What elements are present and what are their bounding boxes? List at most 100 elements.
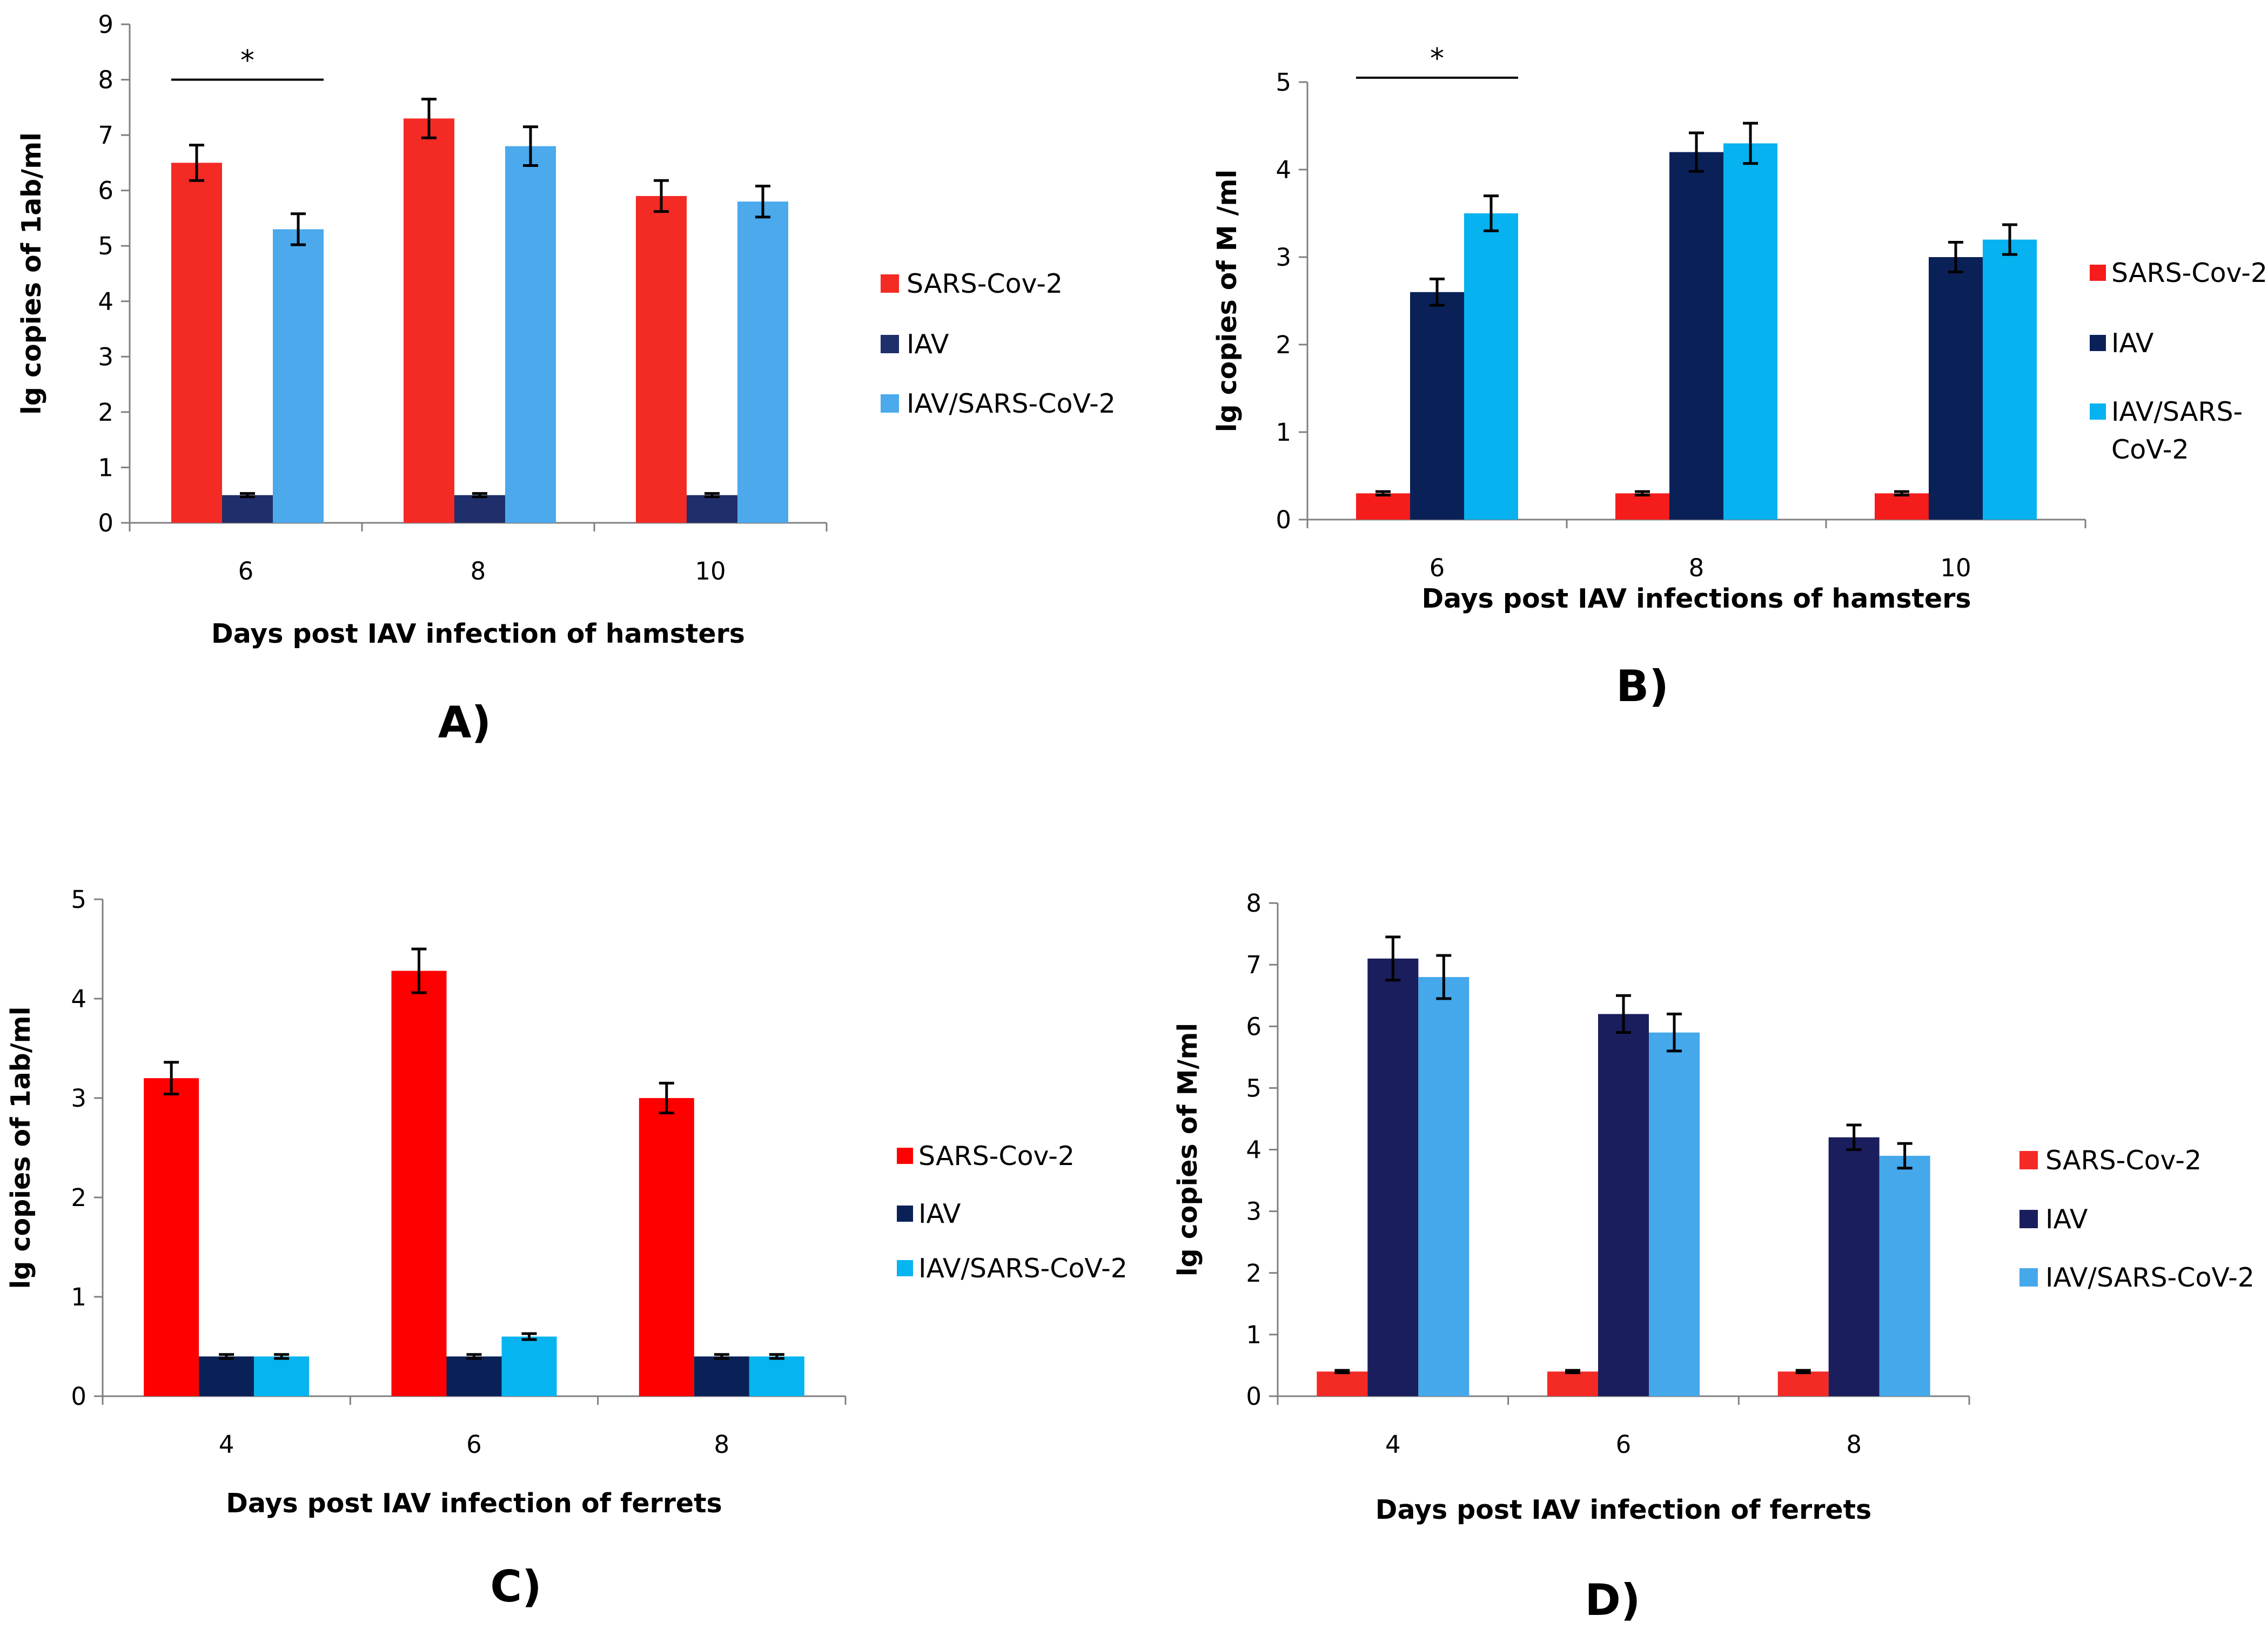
panel-label: B) [1616, 661, 1669, 711]
legend-label: SARS-Cov-2 [907, 268, 1063, 299]
legend: SARS-Cov-2 IAV IAV/SARS-CoV-2 [2019, 1145, 2254, 1293]
legend-swatch [881, 335, 899, 353]
bar [1418, 977, 1469, 1396]
x-tick-label: 6 [1430, 554, 1445, 582]
bar [273, 229, 324, 523]
bar [1777, 1371, 1829, 1396]
x-tick-label: 10 [695, 557, 726, 585]
bar [1983, 239, 2037, 520]
y-tick-label: 5 [1276, 68, 1291, 97]
legend-label: IAV/SARS-CoV-2 [918, 1253, 1128, 1284]
bar [1879, 1155, 1930, 1396]
y-tick-label: 1 [1276, 418, 1291, 447]
bar [222, 495, 273, 523]
bar [1669, 152, 1723, 520]
chart-panel-d: 0 1 2 3 4 5 6 7 8 4 6 8 lg copies of M/ml Days post I… [1172, 889, 2254, 1625]
y-tick-label: 1 [98, 453, 113, 482]
legend-swatch [2019, 1210, 2038, 1228]
legend-label: SARS-Cov-2 [2045, 1145, 2202, 1176]
x-axis-title: Days post IAV infection of ferrets [1375, 1494, 1871, 1525]
bar [1410, 292, 1464, 520]
y-tick-label: 0 [98, 509, 113, 537]
bar [254, 1356, 310, 1396]
panel-label: D) [1585, 1575, 1641, 1625]
bar [1929, 257, 1983, 520]
x-tick-label: 8 [1689, 554, 1705, 582]
bar [1615, 493, 1669, 520]
legend-swatch [2019, 1268, 2038, 1287]
y-tick-label: 2 [71, 1183, 86, 1212]
y-tick-label: 5 [71, 885, 86, 914]
y-tick-label: 3 [98, 342, 113, 371]
y-axis-title: lg copies of 1ab/ml [5, 1007, 36, 1289]
x-tick-label: 4 [219, 1430, 234, 1459]
x-tick-label: 8 [1846, 1430, 1862, 1459]
bar [1317, 1371, 1368, 1396]
bar [636, 196, 687, 523]
y-tick-label: 3 [1246, 1197, 1262, 1226]
y-tick-label: 3 [1276, 243, 1291, 272]
legend-label-line: IAV/SARS- [2111, 396, 2243, 427]
legend-label: SARS-Cov-2 [918, 1141, 1075, 1172]
bar [454, 495, 505, 523]
y-tick-label: 7 [98, 121, 113, 150]
y-tick-label: 6 [1246, 1012, 1262, 1041]
bar [404, 118, 454, 523]
bar [749, 1356, 804, 1396]
legend-swatch [897, 1148, 913, 1164]
panel-label: C) [490, 1561, 541, 1612]
y-tick-label: 0 [1246, 1382, 1262, 1411]
x-axis-title: Days post IAV infection of hamsters [211, 618, 745, 649]
x-tick-label: 6 [466, 1430, 482, 1459]
legend-label: SARS-Cov-2 [2111, 258, 2267, 288]
legend: SARS-Cov-2 IAV IAV/SARS-CoV-2 [881, 268, 1116, 419]
legend-label: IAV [2111, 328, 2154, 359]
bar [501, 1336, 557, 1396]
bar [171, 163, 222, 523]
y-axis-title: lg copies of M /ml [1212, 170, 1243, 433]
y-tick-label: 0 [1276, 506, 1291, 534]
x-tick-label: 10 [1940, 554, 1971, 582]
legend-label: IAV/SARS-CoV-2 [907, 388, 1116, 419]
x-tick-label: 4 [1385, 1430, 1401, 1459]
y-tick-label: 2 [98, 398, 113, 427]
bar [1356, 493, 1410, 520]
legend: SARS-Cov-2 IAV IAV/SARS-CoV-2 [897, 1141, 1128, 1284]
y-tick-label: 0 [71, 1382, 86, 1411]
y-tick-label: 9 [98, 10, 113, 39]
legend-label-line: CoV-2 [2111, 434, 2189, 465]
y-tick-label: 5 [98, 232, 113, 260]
y-tick-label: 8 [98, 66, 113, 95]
legend-swatch [881, 274, 899, 293]
legend-swatch [2090, 335, 2106, 351]
y-tick-label: 5 [1246, 1074, 1262, 1102]
bar [446, 1356, 502, 1396]
legend-label: IAV/SARS-CoV-2 [2045, 1262, 2254, 1293]
legend-label: IAV [918, 1199, 961, 1229]
x-tick-label: 8 [714, 1430, 730, 1459]
bar [1367, 958, 1419, 1396]
y-tick-label: 4 [1246, 1136, 1262, 1164]
bar [391, 971, 447, 1396]
y-tick-label: 1 [71, 1283, 86, 1311]
x-tick-label: 8 [471, 557, 486, 585]
y-tick-label: 2 [1276, 331, 1291, 359]
bar [1547, 1371, 1598, 1396]
legend-swatch [897, 1206, 913, 1222]
legend-label: IAV [907, 329, 949, 360]
y-axis-title: lg copies of M/ml [1172, 1023, 1203, 1277]
legend-swatch [2019, 1151, 2038, 1169]
significance-star: * [1430, 43, 1444, 75]
bar [505, 146, 556, 523]
bar [687, 495, 737, 523]
chart-panel-a: 0 1 2 3 4 5 6 7 8 9 6 8 10 * lg copies of 1ab/ml Days p… [16, 10, 1116, 748]
legend-swatch [897, 1260, 913, 1276]
bar [1649, 1032, 1700, 1396]
legend-label: IAV/SARS- CoV-2 [2111, 396, 2243, 465]
significance-star: * [240, 45, 254, 77]
x-tick-label: 6 [238, 557, 254, 585]
panel-label: A) [438, 697, 491, 748]
y-tick-label: 6 [98, 177, 113, 205]
legend-swatch [2090, 265, 2106, 281]
legend-swatch [881, 394, 899, 413]
